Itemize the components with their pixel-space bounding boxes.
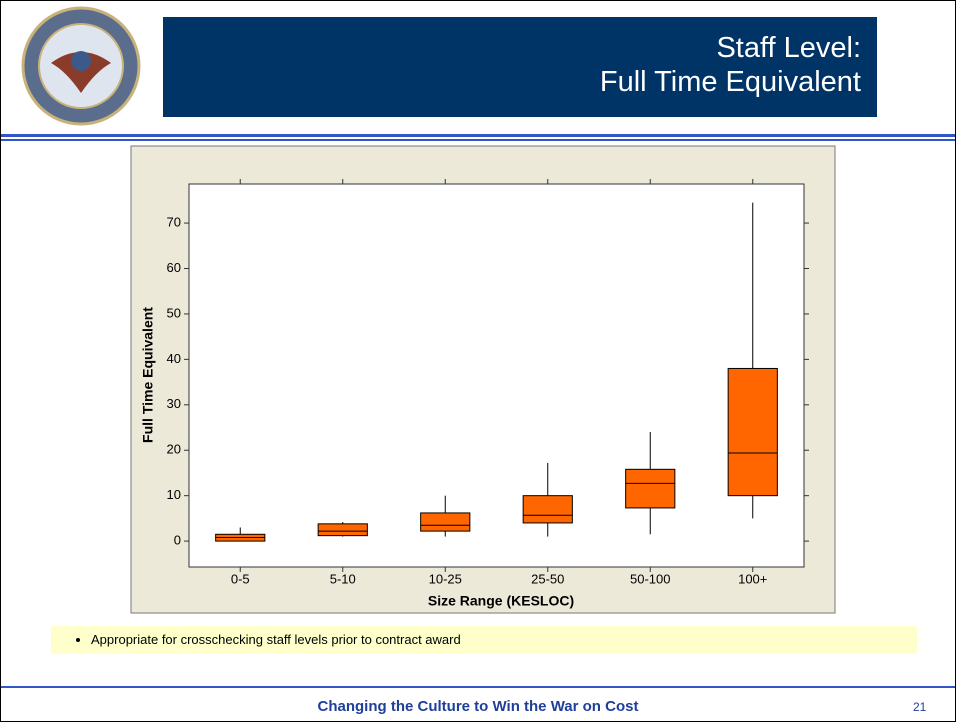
box xyxy=(420,512,471,532)
y-tick-label: 60 xyxy=(167,260,181,275)
y-tick-label: 30 xyxy=(167,396,181,411)
x-tick-label: 10-25 xyxy=(429,571,462,586)
rule xyxy=(1,686,955,688)
box xyxy=(727,367,778,497)
x-tick-label: 5-10 xyxy=(330,571,356,586)
y-tick-label: 0 xyxy=(174,533,181,548)
x-axis-label: Size Range (KESLOC) xyxy=(428,593,574,609)
y-tick-label: 40 xyxy=(167,351,181,366)
page-number: 21 xyxy=(913,700,927,714)
footer: Changing the Culture to Win the War on C… xyxy=(317,698,639,715)
rule xyxy=(1,134,955,137)
y-tick-label: 20 xyxy=(167,442,181,457)
y-axis-label: Full Time Equivalent xyxy=(140,307,156,443)
title: Staff Level: Full Time Equivalent xyxy=(163,17,877,117)
bullet-list: Appropriate for crosschecking staff leve… xyxy=(51,626,917,654)
y-tick-label: 50 xyxy=(167,305,181,320)
x-tick-label: 0-5 xyxy=(231,571,250,586)
title-line: Staff Level: xyxy=(716,32,861,64)
bullet: Appropriate for crosschecking staff leve… xyxy=(91,626,917,654)
logo xyxy=(21,6,141,126)
y-tick-label: 10 xyxy=(167,487,181,502)
title-line: Full Time Equivalent xyxy=(599,66,861,98)
x-tick-label: 100+ xyxy=(738,571,767,586)
x-tick-label: 25-50 xyxy=(531,571,564,586)
box xyxy=(317,523,368,537)
y-tick-label: 70 xyxy=(167,215,181,230)
rule xyxy=(1,139,955,141)
plot-area xyxy=(188,183,805,568)
box xyxy=(625,468,676,509)
box xyxy=(522,495,573,524)
x-tick-label: 50-100 xyxy=(630,571,670,586)
